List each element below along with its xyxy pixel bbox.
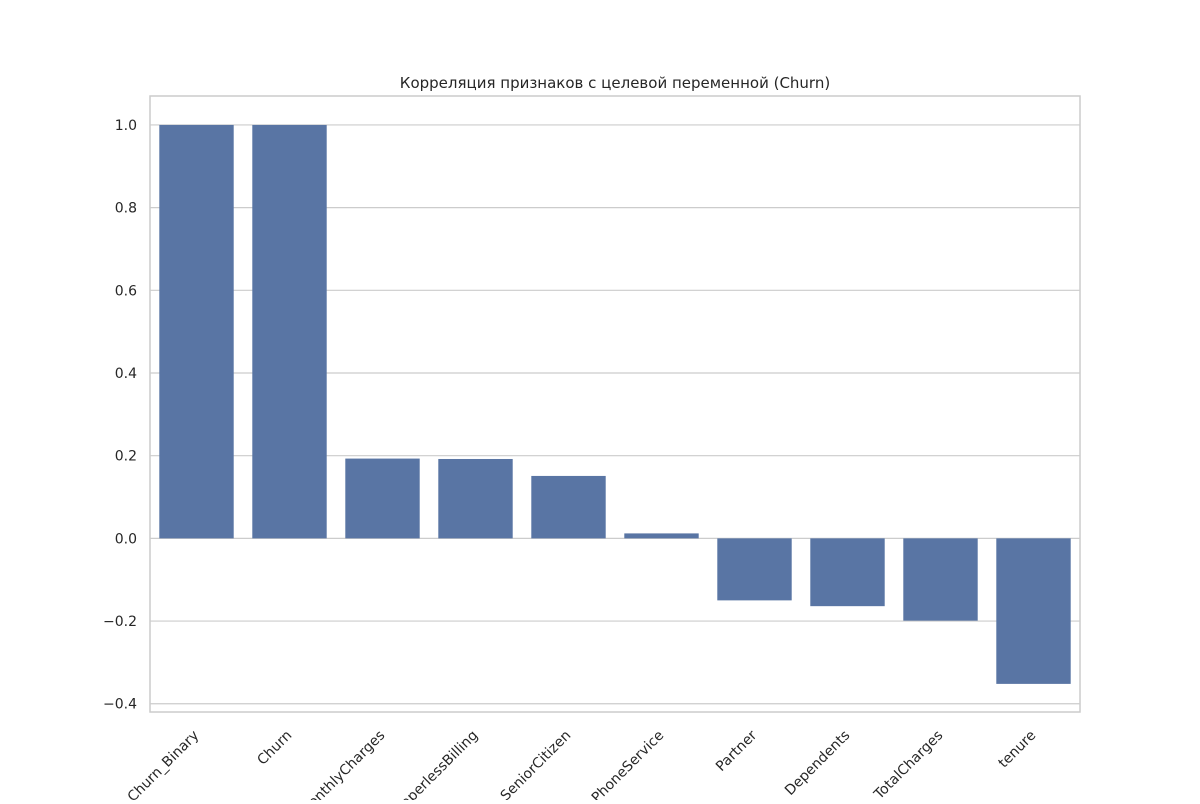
- bar-MonthlyCharges: [345, 458, 420, 539]
- bars: [159, 124, 1071, 684]
- x-tick-label: Churn_Binary: [125, 728, 203, 800]
- bar-tenure: [996, 538, 1071, 684]
- x-tick-label: tenure: [996, 728, 1040, 772]
- bar-Dependents: [810, 538, 885, 607]
- x-tick-label: Partner: [713, 727, 760, 774]
- y-tick-label: 0.4: [115, 366, 137, 382]
- x-tick-label: SeniorCitizen: [498, 728, 575, 800]
- y-tick-label: 0.0: [115, 531, 137, 547]
- bar-Partner: [717, 538, 792, 601]
- y-tick-label: 0.6: [115, 283, 137, 299]
- y-tick-label: 0.8: [115, 201, 137, 217]
- bar-Churn_Binary: [159, 124, 234, 539]
- x-tick-label: PhoneService: [589, 728, 668, 800]
- y-tick-label: 0.2: [115, 449, 137, 465]
- y-axis-ticks: −0.4 −0.2 0.0 0.2 0.4 0.6 0.8 1.0: [103, 118, 137, 713]
- bar-SeniorCitizen: [531, 475, 606, 539]
- y-tick-label: −0.4: [103, 697, 137, 713]
- y-tick-label: 1.0: [115, 118, 137, 134]
- chart-title: Корреляция признаков с целевой переменно…: [400, 74, 830, 92]
- bar-PaperlessBilling: [438, 458, 513, 539]
- bar-PhoneService: [624, 533, 699, 539]
- x-axis-ticks: Churn_Binary Churn MonthlyCharges Paperless…: [125, 727, 1040, 804]
- x-tick-label: Dependents: [782, 728, 853, 799]
- x-tick-label: MonthlyCharges: [297, 728, 389, 800]
- plot-frame: [149, 95, 1081, 713]
- bar-Churn: [252, 124, 327, 539]
- x-tick-label: PaperlessBilling: [392, 728, 481, 800]
- bar-TotalCharges: [903, 538, 978, 621]
- y-tick-label: −0.2: [103, 614, 137, 630]
- x-tick-label: Churn: [254, 728, 295, 769]
- x-tick-label: TotalCharges: [871, 728, 947, 800]
